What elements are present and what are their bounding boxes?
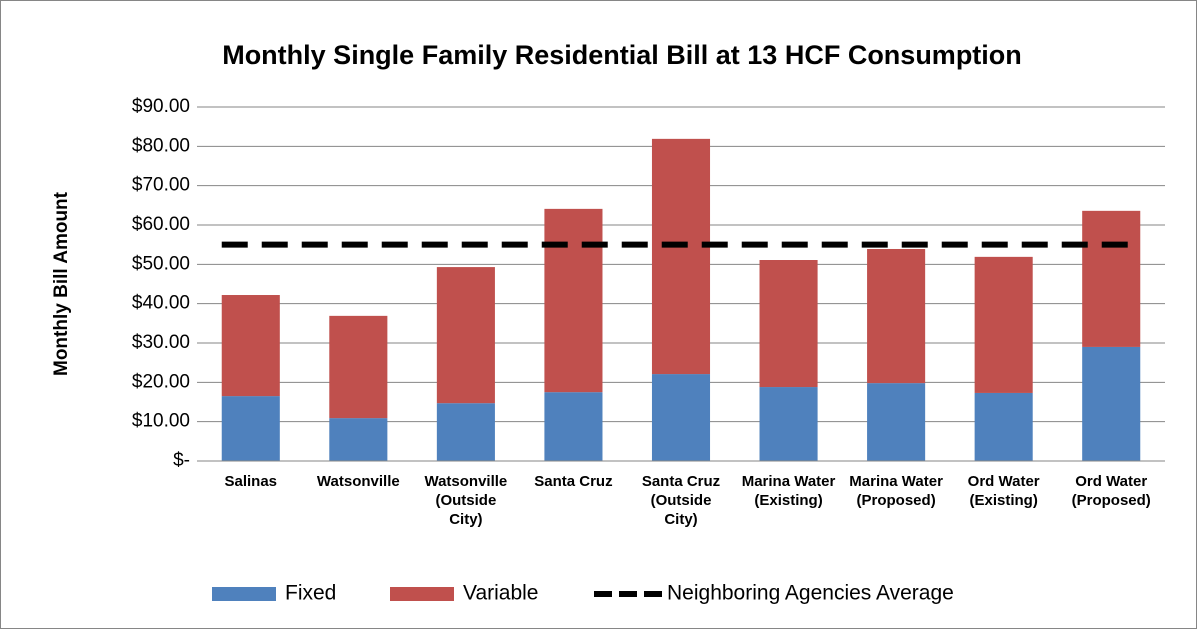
x-tick-label: Ord Water (Proposed) [1071,473,1151,509]
x-tick-label: Salinas [224,473,278,490]
bar-segment [544,208,603,393]
bar-segment [867,248,926,384]
y-tick-label: $20.00 [132,371,190,392]
bar-segment [1082,210,1141,347]
x-tick-label: Santa Cruz [534,473,613,490]
y-axis-label: Monthly Bill Amount [51,191,72,376]
bar-segment [759,387,818,461]
legend-swatch [390,587,454,601]
y-tick-label: $50.00 [132,253,190,274]
legend-swatch [212,587,276,601]
y-tick-label: $- [173,450,190,471]
y-tick-label: $70.00 [132,175,190,196]
bar-segment [1082,346,1141,461]
bar-segment [759,260,818,388]
x-tick-label: Marina Water (Existing) [741,473,836,509]
bar-segment [221,396,280,461]
bar-segment [436,403,495,461]
y-tick-label: $30.00 [132,332,190,353]
y-tick-label: $40.00 [132,293,190,314]
bar-segment [221,295,280,397]
x-tick-label: Ord Water (Existing) [967,473,1040,509]
x-tick-label: Marina Water (Proposed) [849,473,943,509]
bar-segment [974,392,1033,461]
legend-label: Neighboring Agencies Average [667,582,954,605]
y-tick-label: $90.00 [132,96,190,117]
y-tick-label: $80.00 [132,135,190,156]
bar-segment [329,315,388,419]
chart-title: Monthly Single Family Residential Bill a… [222,40,1022,70]
bar-segment [544,392,603,461]
bar-segment [436,267,495,404]
legend-label: Variable [463,582,539,605]
x-tick-label: Watsonville (Outside City) [424,473,508,528]
y-tick-label: $10.00 [132,411,190,432]
bar-segment [867,383,926,461]
legend-label: Fixed [285,582,336,605]
x-tick-label: Watsonville [316,473,400,490]
x-tick-label: Santa Cruz (Outside City) [641,473,721,528]
y-tick-label: $60.00 [132,214,190,235]
bar-segment [329,418,388,461]
bar-segment [651,138,711,375]
bar-segment [651,374,711,461]
bar-segment [974,256,1033,393]
